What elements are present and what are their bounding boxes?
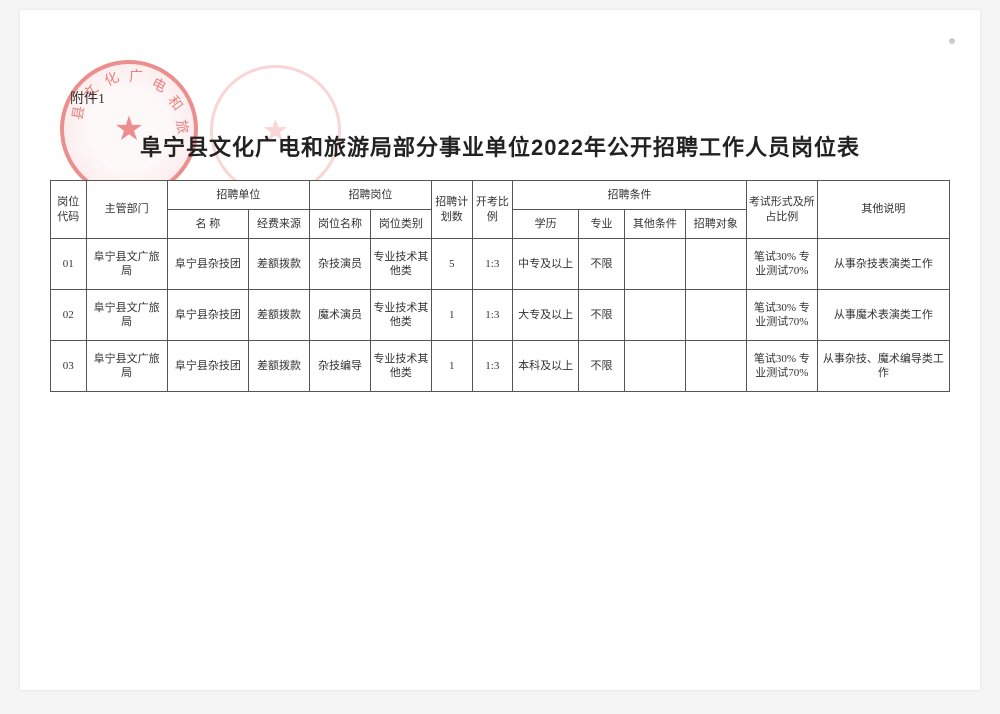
cell-other xyxy=(624,341,685,392)
page-title: 阜宁县文化广电和旅游局部分事业单位2022年公开招聘工作人员岗位表 xyxy=(20,130,980,162)
col-remark: 其他说明 xyxy=(817,181,949,239)
cell-post_name: 魔术演员 xyxy=(309,290,370,341)
cell-major: 不限 xyxy=(579,290,625,341)
jobs-table: 岗位代码 主管部门 招聘单位 招聘岗位 招聘计划数 开考比例 招聘条件 考试形式… xyxy=(50,180,950,392)
col-unit-fund: 经费来源 xyxy=(249,210,310,239)
cell-unit_name: 阜宁县杂技团 xyxy=(167,290,248,341)
cell-remark: 从事杂技表演类工作 xyxy=(817,239,949,290)
cell-major: 不限 xyxy=(579,341,625,392)
cell-post_name: 杂技演员 xyxy=(309,239,370,290)
table-row: 01阜宁县文广旅局阜宁县杂技团差额拨款杂技演员专业技术其他类51:3中专及以上不… xyxy=(51,239,950,290)
cell-dept: 阜宁县文广旅局 xyxy=(86,290,167,341)
cell-code: 01 xyxy=(51,239,87,290)
cell-unit_name: 阜宁县杂技团 xyxy=(167,239,248,290)
cell-plan: 1 xyxy=(431,341,472,392)
corner-mark xyxy=(949,38,955,44)
cell-code: 02 xyxy=(51,290,87,341)
col-cond-group: 招聘条件 xyxy=(513,181,747,210)
cell-post_type: 专业技术其他类 xyxy=(370,239,431,290)
cell-target xyxy=(685,290,746,341)
cell-exam: 笔试30% 专业测试70% xyxy=(746,239,817,290)
attachment-label: 附件1 xyxy=(70,88,105,108)
cell-unit_fund: 差额拨款 xyxy=(249,341,310,392)
cell-target xyxy=(685,239,746,290)
cell-major: 不限 xyxy=(579,239,625,290)
cell-target xyxy=(685,341,746,392)
col-dept: 主管部门 xyxy=(86,181,167,239)
col-post-name: 岗位名称 xyxy=(309,210,370,239)
document-page: 县文化广电和旅 附件1 阜宁县文化广电和旅游局部分事业单位2022年公开招聘工作… xyxy=(20,10,980,690)
cell-remark: 从事杂技、魔术编导类工作 xyxy=(817,341,949,392)
cell-dept: 阜宁县文广旅局 xyxy=(86,239,167,290)
table-row: 03阜宁县文广旅局阜宁县杂技团差额拨款杂技编导专业技术其他类11:3本科及以上不… xyxy=(51,341,950,392)
col-cond-other: 其他条件 xyxy=(624,210,685,239)
cell-exam: 笔试30% 专业测试70% xyxy=(746,341,817,392)
col-cond-major: 专业 xyxy=(579,210,625,239)
official-seal-1 xyxy=(60,60,198,198)
col-unit-group: 招聘单位 xyxy=(167,181,309,210)
cell-unit_fund: 差额拨款 xyxy=(249,239,310,290)
col-exam: 考试形式及所占比例 xyxy=(746,181,817,239)
cell-post_name: 杂技编导 xyxy=(309,341,370,392)
col-post-group: 招聘岗位 xyxy=(309,181,431,210)
cell-exam: 笔试30% 专业测试70% xyxy=(746,290,817,341)
col-unit-name: 名 称 xyxy=(167,210,248,239)
cell-unit_name: 阜宁县杂技团 xyxy=(167,341,248,392)
cell-post_type: 专业技术其他类 xyxy=(370,290,431,341)
col-plan: 招聘计划数 xyxy=(431,181,472,239)
jobs-table-wrap: 岗位代码 主管部门 招聘单位 招聘岗位 招聘计划数 开考比例 招聘条件 考试形式… xyxy=(50,180,950,392)
cell-other xyxy=(624,290,685,341)
cell-plan: 5 xyxy=(431,239,472,290)
table-body: 01阜宁县文广旅局阜宁县杂技团差额拨款杂技演员专业技术其他类51:3中专及以上不… xyxy=(51,239,950,392)
cell-remark: 从事魔术表演类工作 xyxy=(817,290,949,341)
cell-edu: 本科及以上 xyxy=(513,341,579,392)
col-ratio: 开考比例 xyxy=(472,181,513,239)
col-code: 岗位代码 xyxy=(51,181,87,239)
cell-unit_fund: 差额拨款 xyxy=(249,290,310,341)
cell-ratio: 1:3 xyxy=(472,239,513,290)
col-post-type: 岗位类别 xyxy=(370,210,431,239)
cell-edu: 中专及以上 xyxy=(513,239,579,290)
cell-other xyxy=(624,239,685,290)
col-cond-target: 招聘对象 xyxy=(685,210,746,239)
cell-edu: 大专及以上 xyxy=(513,290,579,341)
cell-ratio: 1:3 xyxy=(472,341,513,392)
cell-post_type: 专业技术其他类 xyxy=(370,341,431,392)
cell-code: 03 xyxy=(51,341,87,392)
cell-dept: 阜宁县文广旅局 xyxy=(86,341,167,392)
col-cond-edu: 学历 xyxy=(513,210,579,239)
cell-ratio: 1:3 xyxy=(472,290,513,341)
table-row: 02阜宁县文广旅局阜宁县杂技团差额拨款魔术演员专业技术其他类11:3大专及以上不… xyxy=(51,290,950,341)
table-header: 岗位代码 主管部门 招聘单位 招聘岗位 招聘计划数 开考比例 招聘条件 考试形式… xyxy=(51,181,950,239)
official-seal-1-text: 县文化广电和旅 xyxy=(60,60,198,198)
cell-plan: 1 xyxy=(431,290,472,341)
